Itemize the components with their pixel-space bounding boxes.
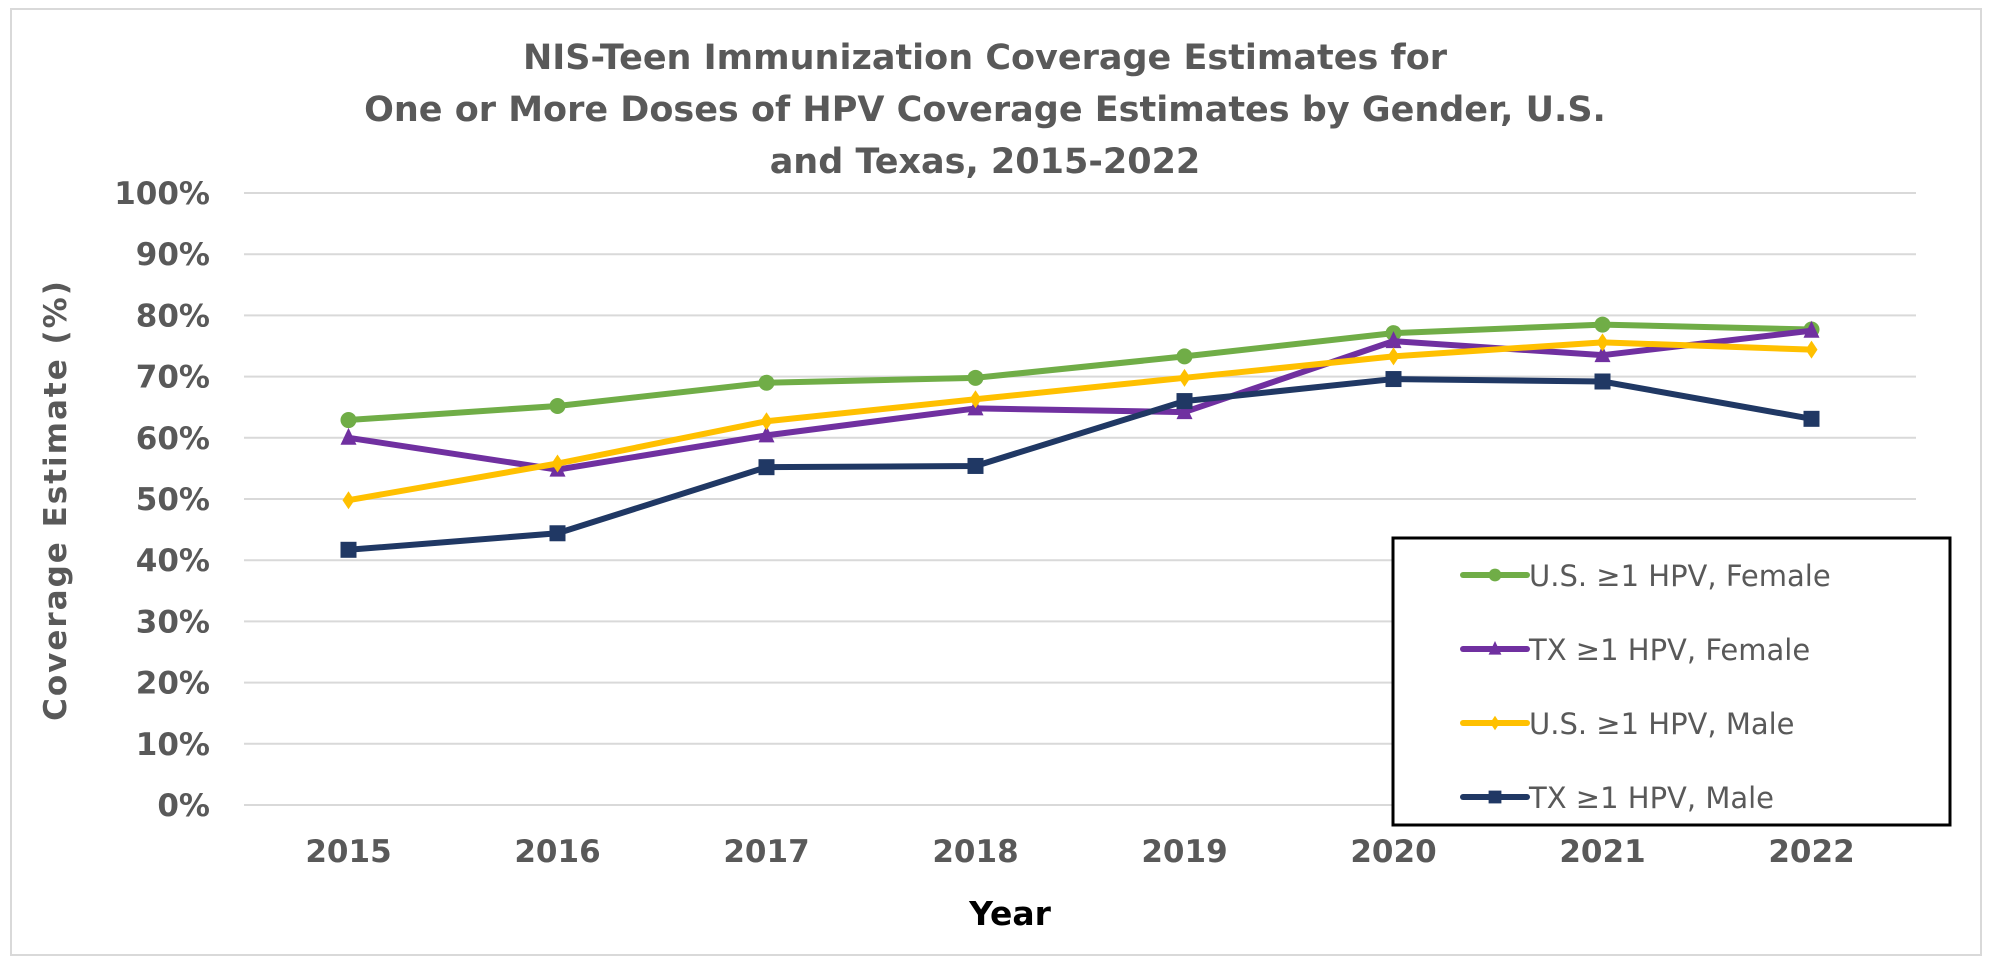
marker-diamond [1387,347,1400,366]
marker-square [967,457,984,474]
x-tick-label: 2019 [1141,834,1227,870]
marker-circle [1488,568,1502,582]
y-tick-label: 80% [136,298,210,334]
marker-square [1594,373,1611,390]
marker-triangle [1594,345,1611,363]
legend-label: TX ≥1 HPV, Male [1528,781,1774,815]
chart-title-line-1: NIS-Teen Immunization Coverage Estimates… [523,38,1448,78]
y-tick-label: 40% [136,543,210,579]
marker-circle [1594,316,1611,333]
series-line [348,376,1813,553]
x-tick-label: 2020 [1350,834,1436,870]
series-3 [340,371,1820,558]
x-axis-title: Year [968,894,1052,933]
marker-square [1385,371,1402,388]
marker-diamond [1596,333,1609,352]
legend-label: U.S. ≥1 HPV, Female [1529,559,1831,593]
series-line [348,327,1812,473]
series-line [348,321,1812,424]
y-tick-label: 10% [136,727,210,763]
x-tick-label: 2015 [305,834,391,870]
legend-label: TX ≥1 HPV, Female [1528,633,1810,667]
y-tick-label: 30% [136,604,210,640]
marker-circle [549,397,566,414]
marker-diamond [760,412,773,431]
series-line [347,339,1812,504]
y-tick-label: 60% [136,421,210,457]
y-tick-label: 70% [136,360,210,396]
x-tick-label: 2022 [1768,834,1854,870]
marker-circle [1176,348,1193,365]
marker-square [1176,393,1193,410]
marker-circle [758,374,775,391]
chart-frame [10,8,1982,956]
marker-triangle [340,427,357,445]
marker-diamond [551,454,564,473]
chart-title-line-2: One or More Doses of HPV Coverage Estima… [364,90,1606,130]
marker-circle [967,369,984,386]
marker-diamond [1178,368,1191,387]
legend-box [1391,536,1952,827]
marker-diamond [342,491,355,510]
marker-square [1803,410,1820,427]
x-tick-label: 2017 [723,834,809,870]
marker-diamond [969,390,982,409]
marker-square [549,525,566,542]
legend: U.S. ≥1 HPV, Female TX ≥1 HPV, Female U.S.… [1391,536,1952,827]
marker-square [1488,790,1502,804]
marker-triangle [1803,320,1820,338]
y-tick-label: 20% [136,666,210,702]
marker-triangle [1176,402,1193,420]
marker-triangle [1385,331,1402,349]
chart-title-line-3: and Texas, 2015-2022 [770,142,1201,182]
y-tick-label: 100% [114,176,210,212]
marker-circle [340,412,357,429]
legend-label: U.S. ≥1 HPV, Male [1529,707,1795,741]
series-2 [342,333,1818,510]
marker-diamond [1490,715,1500,731]
x-tick-label: 2021 [1559,834,1645,870]
y-tick-label: 0% [157,788,210,824]
marker-square [758,459,775,476]
marker-square [340,541,357,558]
marker-triangle [758,425,775,443]
marker-triangle [1488,641,1502,655]
marker-diamond [1805,340,1818,359]
y-tick-label: 50% [136,482,210,518]
y-tick-label: 90% [136,237,210,273]
y-axis-title: Coverage Estimate (%) [38,279,74,721]
x-tick-label: 2018 [932,834,1018,870]
x-tick-label: 2016 [514,834,600,870]
